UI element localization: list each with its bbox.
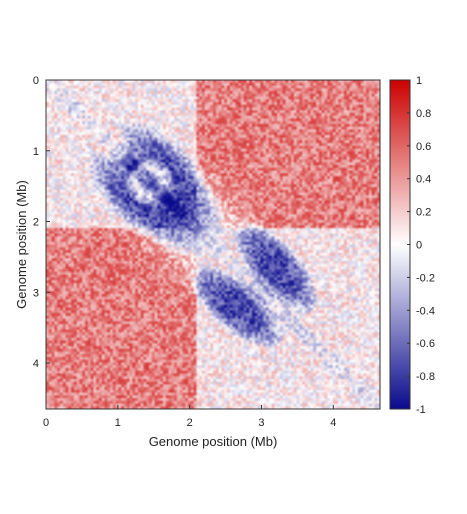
x-tick-label: 4	[330, 417, 336, 429]
x-axis: 0 1 2 3 4	[43, 405, 336, 429]
colorbar: -1 -0.8 -0.6 -0.4 -0.2 0 0.2 0.4 0.6 0.8 1	[389, 75, 435, 416]
colorbar-tick-label: -0.6	[416, 338, 435, 350]
x-axis-label: Genome position (Mb)	[149, 434, 278, 449]
plot-frame	[45, 79, 381, 410]
colorbar-tick-label: 0.2	[416, 207, 431, 219]
x-tick-label: 0	[43, 417, 49, 429]
y-tick-label: 1	[33, 146, 39, 158]
colorbar-tick-label: 0.4	[416, 174, 431, 186]
colorbar-tick-label: -0.4	[416, 305, 435, 317]
y-tick-label: 4	[33, 358, 39, 370]
x-tick-label: 1	[115, 417, 121, 429]
y-tick-label: 2	[33, 217, 39, 229]
x-tick-label: 2	[187, 417, 193, 429]
y-axis-label: Genome position (Mb)	[14, 180, 29, 309]
colorbar-tick-label: -0.8	[416, 371, 435, 383]
heatmap-image	[46, 80, 380, 409]
colorbar-tick-label: -0.2	[416, 272, 435, 284]
colorbar-tick-label: 0	[416, 240, 422, 252]
x-tick-label: 3	[258, 417, 264, 429]
colorbar-tick-label: 0.6	[416, 141, 431, 153]
y-tick-label: 3	[33, 287, 39, 299]
colorbar-tick-label: 1	[416, 75, 422, 87]
colorbar-tick-label: 0.8	[416, 108, 431, 120]
y-axis: 0 1 2 3 4	[33, 75, 50, 370]
colorbar-tick-label: -1	[416, 404, 426, 416]
heatmap-plot-area	[46, 80, 380, 409]
y-tick-label: 0	[33, 75, 39, 87]
